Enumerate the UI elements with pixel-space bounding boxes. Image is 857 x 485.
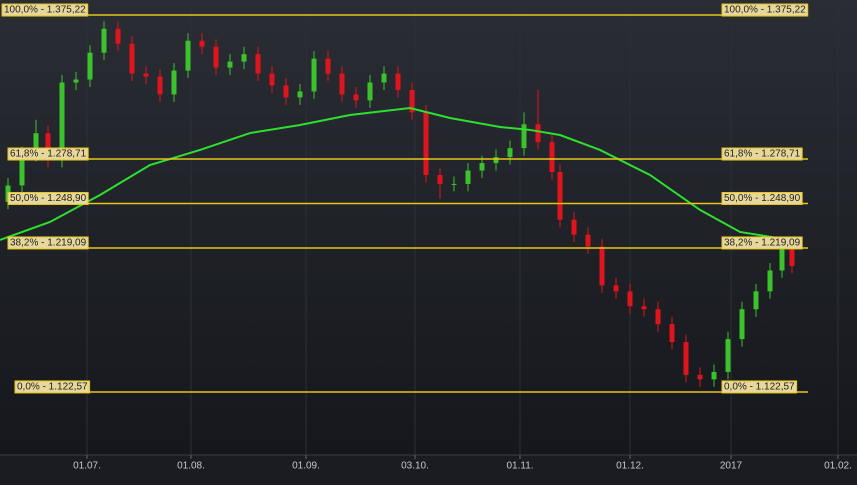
candle-body [395, 73, 401, 90]
candle-body [283, 85, 289, 98]
fib-label: 50,0% - 1.248,90 [724, 193, 801, 204]
candle-body [641, 306, 647, 310]
x-tick-label: 2017 [720, 461, 743, 472]
candle-body [45, 133, 51, 161]
candle-body [669, 324, 675, 343]
fib-label: 61,8% - 1.278,71 [724, 149, 801, 160]
candle-body [535, 124, 541, 143]
candle-body [143, 73, 149, 77]
fib-label-box [1, 3, 89, 17]
candle-body [311, 58, 317, 92]
x-tick-label: 03.10. [401, 461, 429, 472]
fib-label: 38,2% - 1.219,09 [10, 238, 87, 249]
fib-label: 0,0% - 1.122,57 [17, 382, 88, 393]
candle-body [423, 112, 429, 175]
candle-body [655, 309, 661, 325]
candle-body [185, 40, 191, 71]
fib-label-box [721, 236, 803, 250]
candle-body [683, 342, 689, 375]
candle-body [87, 52, 93, 80]
candle-body [779, 249, 785, 271]
fib-label-box [721, 380, 798, 394]
candle-body [789, 249, 795, 266]
candle-body [557, 172, 563, 220]
fib-label: 100,0% - 1.375,22 [724, 5, 806, 16]
candle-body [227, 61, 233, 68]
candle-body [409, 89, 415, 113]
candle-body [493, 157, 499, 164]
fib-label-box [721, 191, 803, 205]
candle-body [599, 246, 605, 286]
moving-average [0, 106, 791, 241]
fib-label: 0,0% - 1.122,57 [724, 382, 795, 393]
candle-body [479, 163, 485, 171]
fib-label-box [7, 236, 89, 250]
candle-body [353, 94, 359, 101]
candle-body [19, 154, 25, 186]
x-tick-label: 01.09. [292, 461, 320, 472]
candle-body [297, 91, 303, 98]
x-axis-band [0, 455, 857, 485]
candle-body [367, 82, 373, 101]
candle-body [199, 40, 205, 47]
candle-body [171, 70, 177, 95]
x-tick-label: 01.11. [506, 461, 533, 472]
candle-body [465, 170, 471, 184]
candle-body [269, 73, 275, 86]
candle-body [767, 270, 773, 292]
fib-label: 61,8% - 1.278,71 [10, 149, 87, 160]
fib-label-box [721, 147, 803, 161]
candle-body [325, 58, 331, 74]
fib-label: 38,2% - 1.219,09 [724, 238, 801, 249]
candle-body [33, 133, 39, 155]
candle-body [115, 28, 121, 44]
candle-body [59, 82, 65, 161]
candle-body [753, 291, 759, 310]
candle-body [725, 339, 731, 372]
x-tick-label: 01.12. [616, 461, 644, 472]
candle-body [627, 291, 633, 307]
candle-body [437, 174, 443, 184]
fib-label-box [14, 380, 91, 394]
fib-label: 100,0% - 1.375,22 [4, 5, 86, 16]
candle-body [73, 79, 79, 83]
fib-label: 50,0% - 1.248,90 [10, 193, 87, 204]
candle-body [451, 183, 457, 185]
candle-body [711, 371, 717, 380]
candle-body [241, 54, 247, 62]
fib-label-box [721, 3, 809, 17]
x-tick-label: 01.02. [824, 461, 852, 472]
candle-body [129, 43, 135, 74]
candle-body [697, 374, 703, 380]
candle-body [381, 73, 387, 83]
candle-body [255, 54, 261, 74]
candle-body [521, 124, 527, 149]
candle-body [549, 142, 555, 173]
x-tick-label: 01.07. [73, 461, 101, 472]
candle-body [157, 76, 163, 95]
candle-body [739, 309, 745, 340]
fib-label-box [7, 191, 89, 205]
fib-label-box [7, 147, 89, 161]
candle-body [613, 285, 619, 292]
candle-body [101, 28, 107, 53]
candle-body [507, 148, 513, 158]
candle-body [571, 219, 577, 235]
candle-body [585, 234, 591, 247]
candle-body [339, 73, 345, 95]
x-tick-label: 01.08. [177, 461, 205, 472]
candle-body [213, 46, 219, 68]
